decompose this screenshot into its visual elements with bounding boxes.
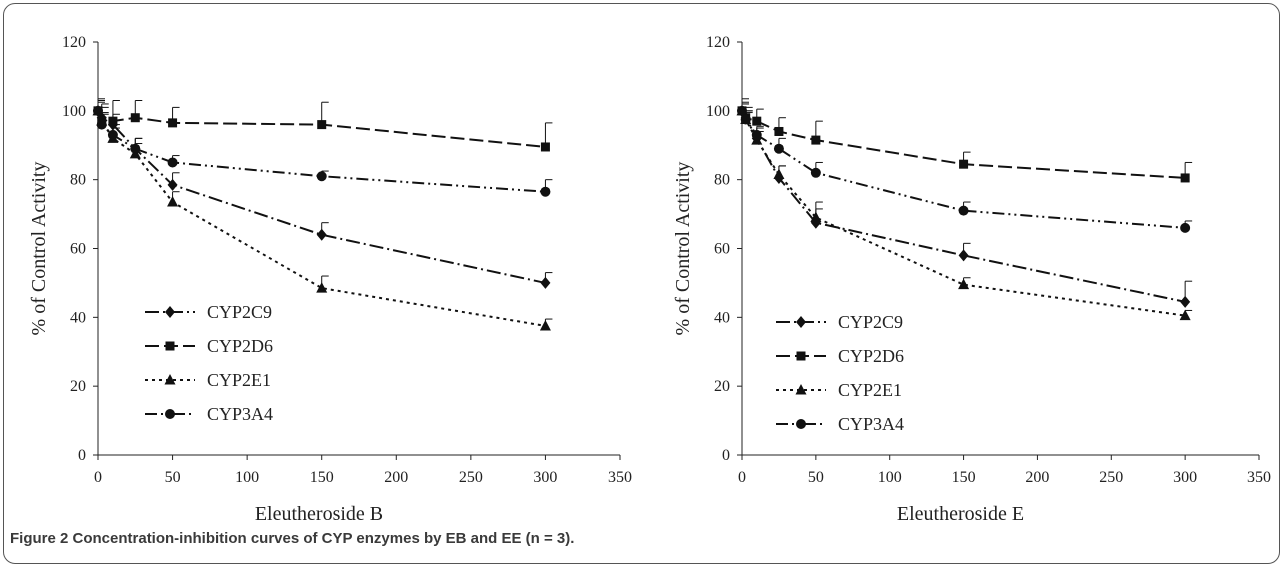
data-point	[1179, 309, 1191, 321]
data-point	[737, 105, 747, 116]
x-tick-label: 100	[235, 469, 259, 486]
legend-marker	[796, 419, 806, 429]
x-tick-label: 150	[310, 469, 334, 486]
y-tick-label: 80	[714, 172, 730, 189]
data-point	[540, 142, 550, 152]
x-tick-label: 200	[384, 469, 408, 486]
x-tick-label: 350	[1247, 469, 1271, 486]
x-tick-label: 200	[1025, 469, 1049, 486]
legend-label: CYP2E1	[207, 370, 271, 390]
data-point	[540, 276, 551, 289]
data-point	[1180, 173, 1190, 183]
y-tick-label: 60	[714, 241, 730, 258]
x-axis-label: Eleutheroside B	[255, 503, 383, 525]
data-point	[810, 167, 821, 178]
x-tick-label: 300	[533, 469, 557, 486]
y-axis-label: % of Control Activity	[672, 162, 694, 336]
data-point	[316, 171, 327, 182]
data-point	[130, 143, 141, 154]
y-tick-label: 120	[62, 34, 86, 51]
legend-marker	[795, 384, 807, 395]
y-tick-label: 40	[714, 309, 730, 326]
series-cyp3a4	[93, 100, 553, 197]
data-point	[316, 282, 328, 293]
legend-marker	[164, 374, 176, 385]
y-tick-label: 80	[70, 172, 86, 189]
legend-label: CYP2E1	[838, 380, 902, 400]
data-point	[740, 114, 751, 125]
data-point	[167, 196, 179, 207]
legend-label: CYP3A4	[838, 414, 904, 434]
chart-eleutheroside-e: 0 20 40 60 80 100 120 0 50 100 150 200 250 300 350 Eleu…	[672, 34, 1271, 525]
x-tick-label: 0	[94, 469, 102, 486]
chart-eleutheroside-b: 0 20 40 60 80 100 120 0 50 100 150 200 250 300 350 Eleu…	[28, 34, 632, 525]
x-tick-label: 300	[1173, 469, 1197, 486]
x-tick-label: 0	[738, 469, 746, 486]
data-point	[958, 205, 969, 216]
legend-marker	[165, 306, 175, 318]
legend-label: CYP3A4	[207, 404, 273, 424]
data-point	[751, 129, 762, 140]
x-axis-label: Eleutheroside E	[897, 503, 1024, 525]
y-tick-label: 100	[706, 103, 730, 120]
data-point	[316, 228, 327, 241]
data-point	[107, 129, 118, 140]
legend-label: CYP2C9	[207, 302, 272, 322]
legend-marker	[165, 409, 175, 419]
y-tick-label: 20	[70, 378, 86, 395]
data-point	[1180, 222, 1191, 233]
data-point	[811, 135, 821, 145]
data-point	[810, 211, 822, 223]
data-point	[752, 116, 762, 126]
data-point	[168, 118, 178, 128]
x-tick-label: 50	[808, 469, 824, 486]
y-tick-label: 0	[722, 447, 730, 464]
data-point	[958, 249, 969, 262]
x-tick-label: 100	[878, 469, 902, 486]
data-point	[167, 157, 178, 168]
y-axis-label: % of Control Activity	[28, 162, 50, 336]
data-point	[108, 116, 118, 126]
legend-label: CYP2C9	[838, 312, 903, 332]
series-cyp2e1	[92, 101, 553, 331]
x-tick-label: 250	[1099, 469, 1123, 486]
legend-marker	[796, 351, 806, 361]
caption-text: Figure 2 Concentration-inhibition curves…	[10, 530, 575, 547]
data-point	[774, 126, 784, 136]
y-tick-label: 0	[78, 447, 86, 464]
data-point	[317, 120, 327, 130]
series-cyp2d6	[93, 98, 553, 152]
y-tick-label: 60	[70, 241, 86, 258]
x-tick-label: 350	[608, 469, 632, 486]
data-point	[1180, 295, 1191, 308]
legend-label: CYP2D6	[207, 336, 273, 356]
legend-marker	[165, 341, 175, 351]
y-tick-label: 120	[706, 34, 730, 51]
data-point	[167, 178, 178, 191]
y-tick-label: 20	[714, 378, 730, 395]
y-tick-label: 40	[70, 309, 86, 326]
data-point	[773, 168, 785, 180]
series-cyp2d6	[737, 98, 1193, 183]
x-tick-label: 250	[459, 469, 483, 486]
series-cyp3a4	[737, 101, 1193, 233]
data-point	[130, 113, 140, 123]
y-tick-label: 100	[62, 103, 86, 120]
data-point	[540, 186, 551, 197]
legend-marker	[796, 316, 806, 328]
figure-frame	[3, 3, 1280, 564]
legend-label: CYP2D6	[838, 346, 904, 366]
data-point	[773, 143, 784, 154]
data-point	[958, 278, 970, 290]
figure-caption: Figure 2 Concentration-inhibition curves…	[10, 530, 574, 547]
data-point	[959, 159, 969, 169]
data-point	[93, 105, 103, 116]
series-line	[97, 110, 546, 284]
data-point	[539, 319, 551, 331]
data-point	[96, 119, 107, 130]
x-tick-label: 50	[165, 469, 181, 486]
x-tick-label: 150	[952, 469, 976, 486]
series-line	[97, 110, 546, 327]
